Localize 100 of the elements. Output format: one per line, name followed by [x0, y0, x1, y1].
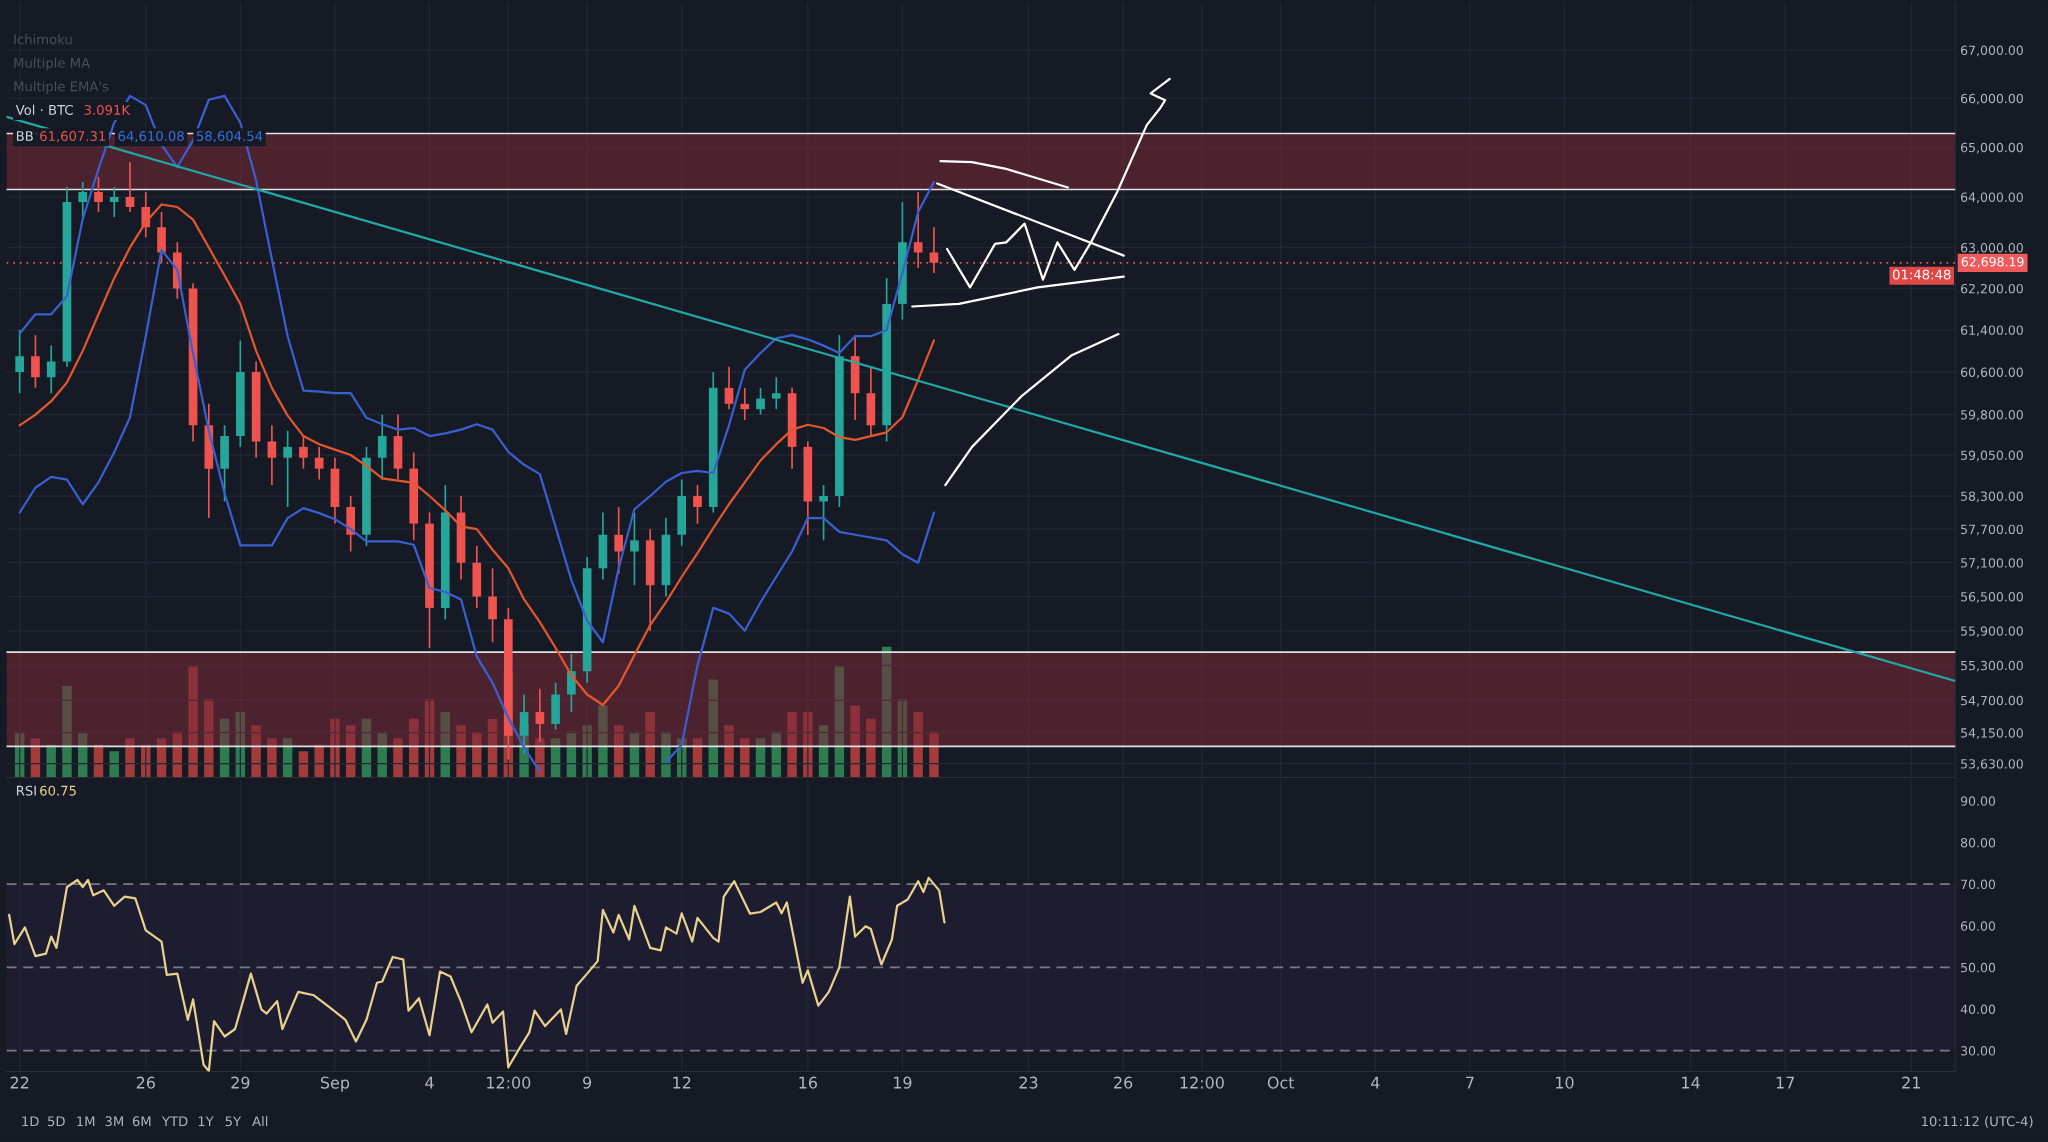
text: 6M [132, 1116, 151, 1127]
bar [598, 705, 608, 778]
annotation: 64,610.08 [118, 131, 184, 143]
bar [692, 738, 703, 778]
y-tick-label: 55,300.00 [1961, 660, 2023, 672]
y-tick-label: 58,300.00 [1961, 491, 2023, 503]
bar [535, 738, 545, 778]
y-tick-label: 30.00 [1961, 1046, 1996, 1056]
annotation: 61,607.31 [40, 131, 106, 143]
candlestick [771, 376, 781, 411]
annotation: Vol · BTC [15, 104, 73, 115]
y-tick-label: 62,200.00 [1961, 283, 2023, 295]
y-tick-label: 65,000.00 [1961, 142, 2023, 154]
candlestick [314, 446, 324, 481]
y-tick-label: 64,000.00 [1961, 192, 2023, 204]
candlestick [15, 329, 24, 395]
x-tick-label: 29 [231, 1076, 250, 1089]
bar [251, 725, 261, 778]
annotation: RSI [16, 785, 36, 796]
y-tick-label: 50.00 [1961, 962, 1996, 973]
y-tick-label: 57,100.00 [1961, 558, 2023, 569]
bar [881, 646, 892, 778]
y-tick-label: 66,000.00 [1961, 93, 2023, 105]
x-tick-label: 23 [1019, 1076, 1038, 1089]
candlestick [929, 226, 939, 274]
bar [125, 738, 135, 778]
bar [708, 679, 718, 778]
y-tick-label: 55,900.00 [1961, 626, 2023, 637]
bar [30, 738, 41, 778]
y-tick-label: 57,700.00 [1961, 524, 2023, 536]
y-tick-label: 70.00 [1961, 879, 1996, 890]
bar [740, 738, 750, 778]
annotation: 60.75 [40, 785, 76, 796]
x-tick-label: 26 [136, 1076, 155, 1089]
annotation: 58,604.54 [196, 131, 263, 143]
bar [62, 685, 72, 778]
bar [46, 744, 56, 778]
annotation: BB [16, 131, 33, 141]
bar [661, 731, 671, 778]
annotation: 01:48:48 [1892, 269, 1951, 280]
candlestick [819, 484, 828, 542]
text: All [252, 1116, 268, 1127]
bar [929, 731, 939, 778]
y-tick-label: 90.00 [1960, 796, 1996, 806]
candlestick [267, 424, 277, 486]
x-tick-label: 19 [894, 1076, 912, 1089]
candlestick [377, 413, 387, 481]
x-tick-label: 12 [673, 1076, 691, 1089]
x-tick-label: 4 [425, 1076, 434, 1089]
x-tick-label: 12:00 [1180, 1076, 1224, 1089]
y-tick-label: 54,700.00 [1961, 695, 2023, 707]
candlestick [740, 387, 750, 421]
x-tick-label: 17 [1776, 1076, 1794, 1089]
bar [109, 751, 119, 778]
candlestick [693, 484, 702, 525]
text: 5Y [225, 1116, 242, 1127]
x-tick-label: 7 [1466, 1076, 1474, 1089]
line-series [18, 94, 936, 644]
text: 5D [48, 1116, 65, 1127]
candlestick [724, 365, 734, 411]
x-tick-label: 12:00 [487, 1076, 531, 1089]
y-tick-label: 54,150.00 [1961, 728, 2023, 739]
candlestick [46, 344, 56, 395]
bar [282, 738, 293, 778]
y-tick-label: 61,400.00 [1961, 325, 2023, 337]
bar [755, 738, 766, 778]
bar [834, 666, 845, 778]
y-tick-label: 67,000.00 [1961, 45, 2023, 57]
y-tick-label: 60.00 [1961, 921, 1996, 931]
ref-line-label: 62,698.19 [1961, 257, 2024, 268]
bar [267, 738, 277, 778]
x-tick-label: 21 [1902, 1076, 1920, 1089]
bar [188, 666, 198, 778]
bar [456, 725, 466, 778]
candlestick [94, 176, 103, 213]
candlestick [109, 186, 119, 218]
candlestick [78, 181, 88, 218]
bar [787, 712, 797, 778]
y-tick-label: 80.00 [1960, 837, 1996, 848]
bar [393, 738, 403, 778]
candlestick [614, 506, 624, 575]
y-tick-label: 53,630.00 [1961, 759, 2023, 770]
text: YTD [161, 1116, 188, 1127]
bar [645, 712, 655, 778]
bar [803, 712, 813, 778]
x-tick-label: 14 [1682, 1076, 1700, 1089]
candlestick [125, 161, 135, 213]
bar [866, 718, 876, 778]
annotation: 3.091K [84, 104, 131, 115]
bar [850, 705, 860, 778]
text: 3M [105, 1116, 123, 1127]
bar [204, 699, 214, 778]
y-tick-label: 60,600.00 [1961, 367, 2023, 379]
y-tick-label: 56,500.00 [1961, 592, 2023, 603]
bar [377, 731, 387, 778]
x-tick-label: 9 [583, 1076, 592, 1089]
candlestick [567, 652, 576, 713]
bar [440, 712, 450, 778]
candlestick [31, 334, 40, 389]
y-tick-label: 59,050.00 [1961, 450, 2023, 462]
